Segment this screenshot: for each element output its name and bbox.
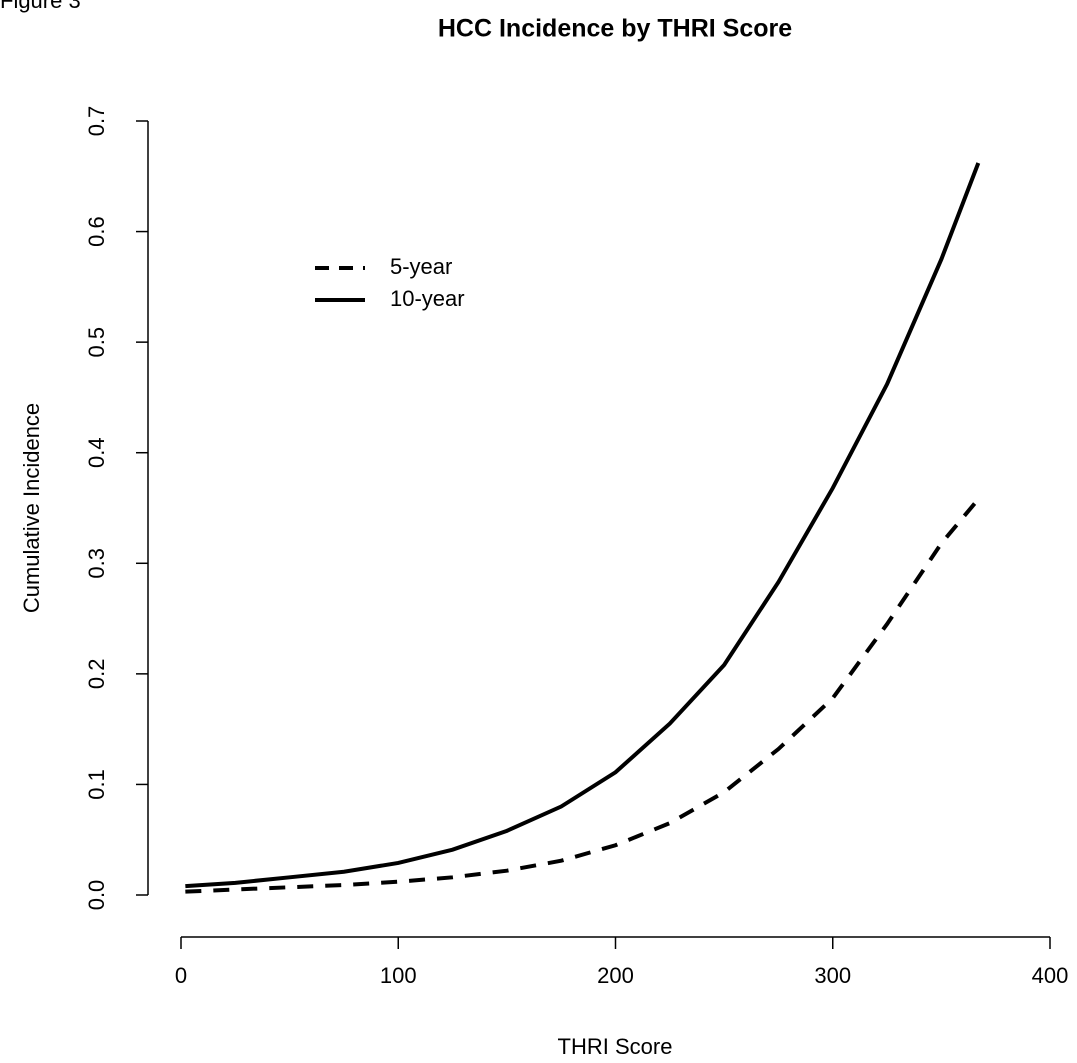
y-tick-label: 0.5 [84,327,109,358]
x-tick-label: 300 [814,963,851,988]
series-line [185,497,980,894]
y-tick-label: 0.6 [84,216,109,247]
y-tick-label: 0.3 [84,548,109,579]
x-tick-label: 400 [1032,963,1069,988]
x-tick-label: 0 [175,963,187,988]
series-line [185,162,981,889]
y-tick-label: 0.7 [84,106,109,137]
y-tick-label: 0.4 [84,437,109,468]
y-tick-label: 0.2 [84,659,109,690]
y-tick-label: 0.1 [84,769,109,800]
x-axis-label: THRI Score [558,1034,673,1059]
y-tick-label: 0.0 [84,880,109,911]
x-tick-label: 200 [597,963,634,988]
chart-title: HCC Incidence by THRI Score [438,15,792,43]
y-axis-label: Cumulative Incidence [19,403,44,613]
corner-label: Figure 3 [0,0,81,13]
legend-label: 10-year [390,286,465,311]
legend-label: 5-year [390,254,452,279]
x-tick-label: 100 [380,963,417,988]
